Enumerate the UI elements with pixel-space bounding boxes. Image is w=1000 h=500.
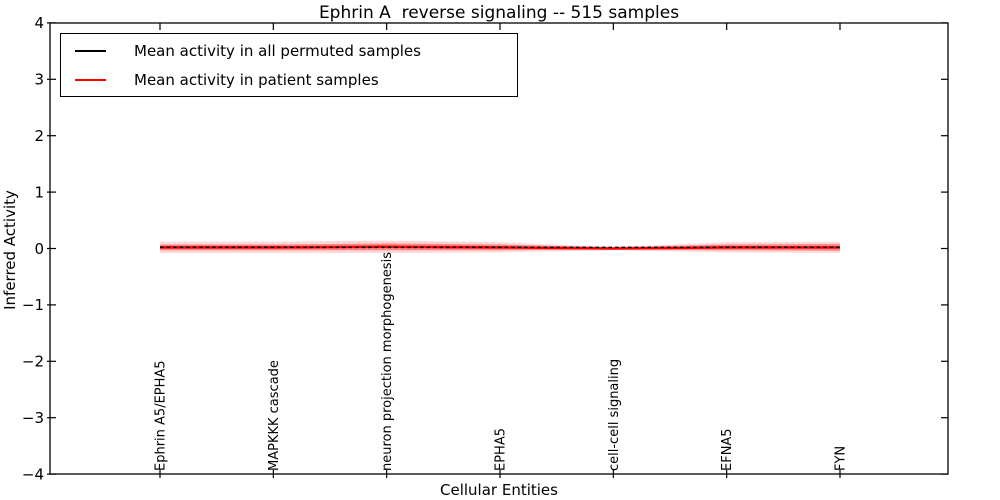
x-category-label: cell-cell signaling (607, 359, 622, 471)
y-tick-label: 3 (34, 71, 44, 89)
y-tick-label: 2 (34, 127, 44, 145)
legend-item-permuted: Mean activity in all permuted samples (75, 40, 517, 61)
x-category-label: FYN (834, 446, 849, 471)
y-tick-label: 4 (34, 14, 44, 32)
y-tick-label: −2 (22, 353, 44, 371)
y-axis-label: Inferred Activity (1, 190, 19, 310)
legend: Mean activity in all permuted samples Me… (60, 33, 518, 97)
y-tick-label: −4 (22, 465, 44, 483)
y-tick-label: −1 (22, 296, 44, 314)
y-tick-label: 0 (34, 240, 44, 258)
x-axis-label: Cellular Entities (440, 481, 558, 499)
y-tick-label: −3 (22, 409, 44, 427)
x-category-label: Ephrin A5/EPHA5 (154, 360, 169, 471)
x-category-label: EFNA5 (720, 428, 735, 471)
legend-item-patient: Mean activity in patient samples (75, 69, 517, 90)
x-category-label: neuron projection morphogenesis (380, 252, 395, 471)
patient-line-swatch (75, 78, 106, 81)
y-tick-label: 1 (34, 183, 44, 201)
x-category-label: MAPKKK cascade (267, 360, 282, 471)
permuted-line-swatch (75, 49, 106, 52)
legend-label-patient: Mean activity in patient samples (134, 70, 379, 89)
x-category-label: EPHA5 (494, 428, 509, 471)
legend-label-permuted: Mean activity in all permuted samples (134, 41, 421, 60)
chart-title: Ephrin A reverse signaling -- 515 sample… (318, 3, 680, 23)
